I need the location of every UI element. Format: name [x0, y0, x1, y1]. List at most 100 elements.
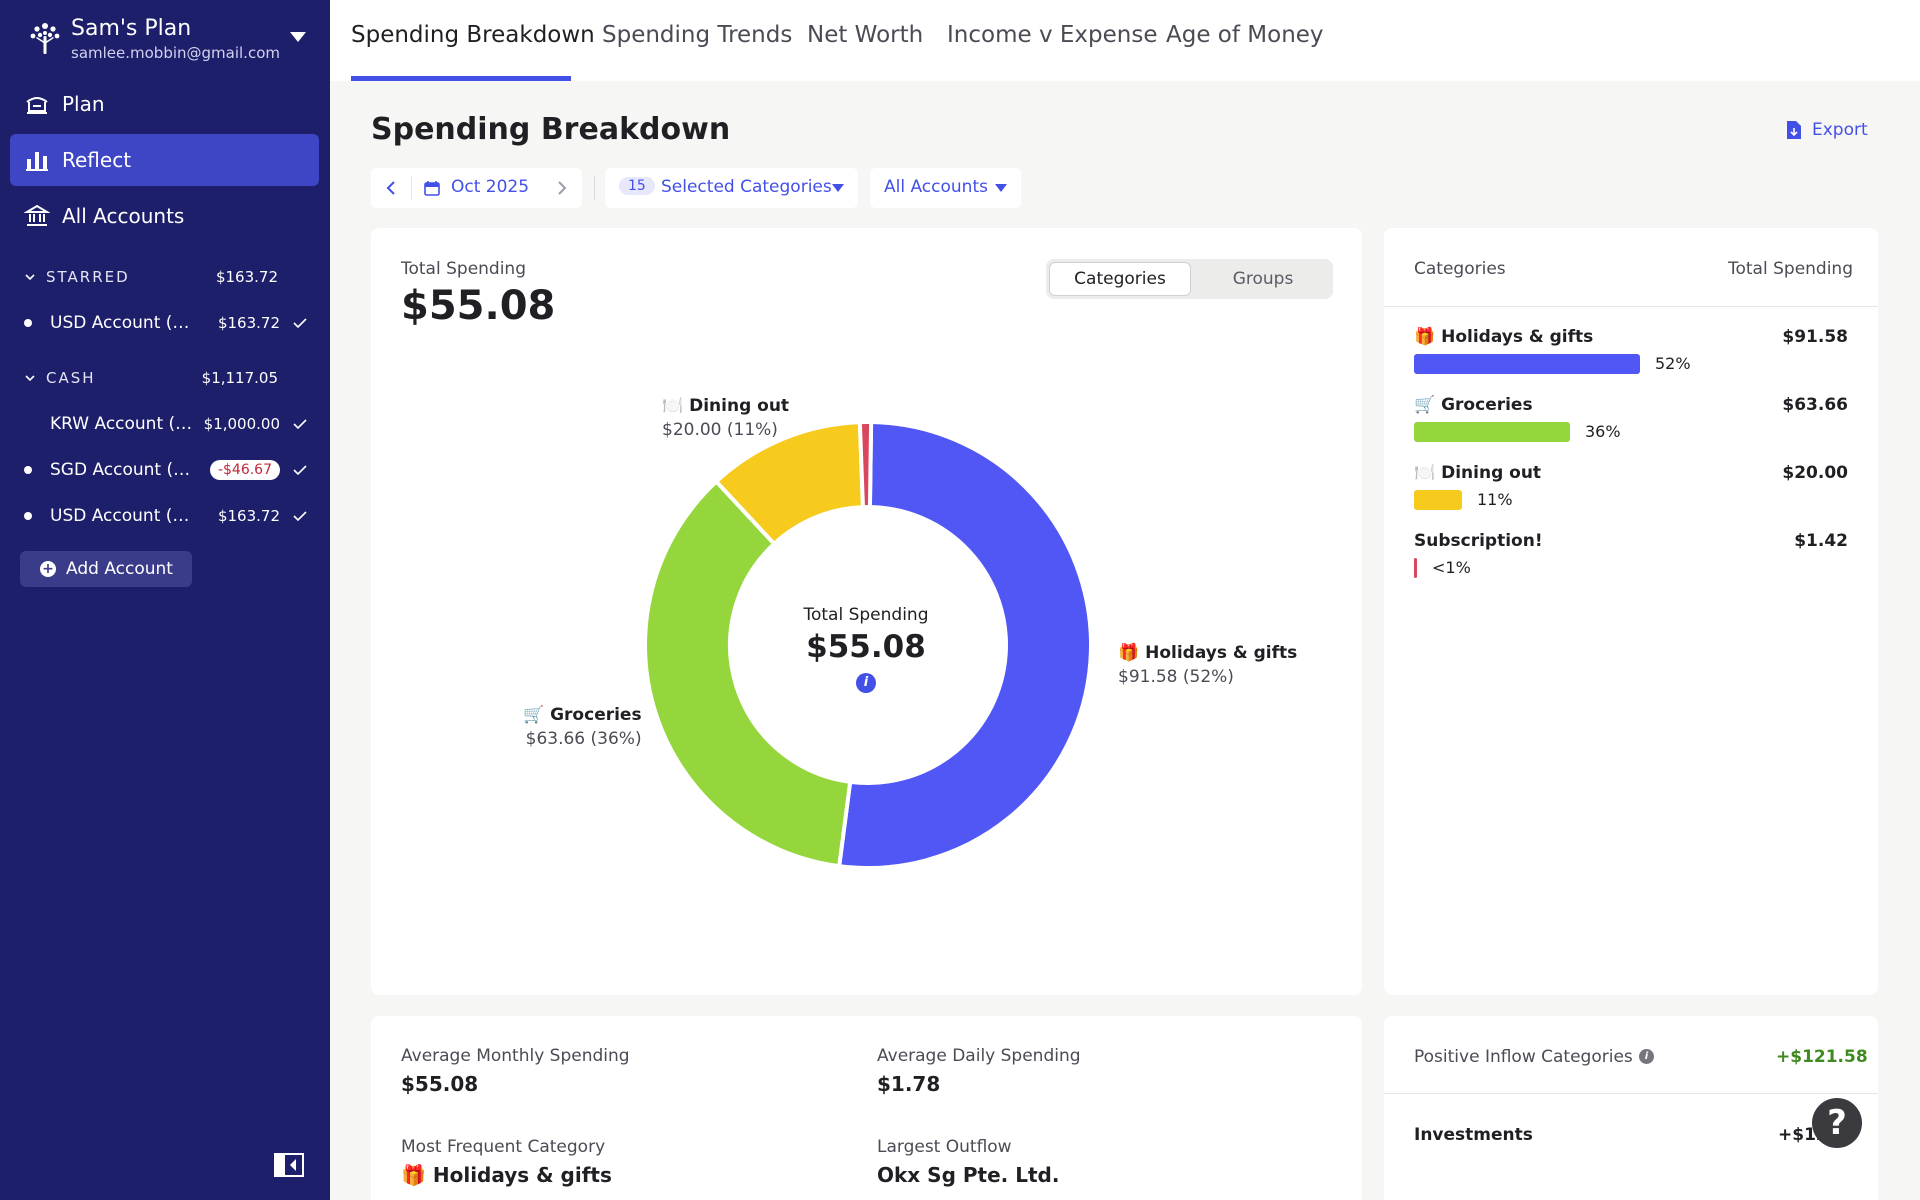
toggle-categories[interactable]: Categories: [1049, 262, 1191, 296]
group-total: $163.72: [215, 268, 278, 286]
slice-value: $91.58 (52%): [1118, 667, 1234, 687]
divider: [1384, 306, 1878, 307]
info-icon[interactable]: i: [1639, 1049, 1654, 1064]
tab-spending-trends[interactable]: Spending Trends: [602, 22, 793, 48]
donut-slice-groceries[interactable]: [643, 478, 853, 869]
slice-name: Dining out: [689, 396, 790, 416]
category-share-bar: [1414, 354, 1640, 374]
category-percent: 36%: [1585, 422, 1621, 441]
categories-filter[interactable]: 15 Selected Categories: [605, 168, 858, 208]
category-name: Dining out: [1441, 463, 1542, 483]
check-icon: [293, 465, 307, 476]
sidebar: Sam's Plan samlee.mobbin@gmail.com Plan …: [0, 0, 330, 1200]
account-name: KRW Account (K...: [50, 414, 200, 434]
slice-value: $63.66 (36%): [525, 729, 642, 749]
check-icon: [293, 511, 307, 522]
tree-logo-icon: [30, 23, 60, 54]
divider: [594, 176, 595, 200]
account-row[interactable]: KRW Account (K... $1,000.00: [24, 409, 308, 439]
report-tabs: [330, 0, 1920, 81]
breakdown-row[interactable]: 🍽️ Dining out $20.00 11%: [1414, 463, 1848, 513]
unreconciled-dot: [24, 466, 32, 474]
check-icon: [293, 318, 307, 329]
account-row[interactable]: USD Account (US... $163.72: [24, 308, 308, 338]
donut-slice-holidays-gifts[interactable]: [836, 420, 1093, 870]
account-row[interactable]: USD Account (US... $163.72: [24, 501, 308, 531]
group-cash[interactable]: CASH $1,117.05: [24, 366, 278, 390]
gift-icon: 🎁: [1414, 327, 1436, 347]
category-percent: 52%: [1655, 354, 1691, 373]
help-button[interactable]: ?: [1812, 1098, 1862, 1148]
group-label: STARRED: [46, 268, 130, 286]
category-count-badge: 15: [619, 177, 655, 195]
slice-label-dining: 🍽️ Dining out $20.00 (11%): [662, 396, 789, 440]
tab-spending-breakdown[interactable]: Spending Breakdown: [351, 22, 595, 48]
divider: [1384, 1093, 1878, 1094]
avg-monthly-value: $55.08: [401, 1072, 479, 1096]
cart-icon: 🛒: [523, 705, 545, 725]
donut-center: Total Spending $55.08 i: [766, 605, 966, 693]
caret-down-icon[interactable]: [290, 32, 306, 42]
add-account-button[interactable]: + Add Account: [20, 551, 192, 587]
accounts-filter[interactable]: All Accounts: [870, 168, 1021, 208]
avg-daily-value: $1.78: [877, 1072, 941, 1096]
category-share-bar: [1414, 558, 1417, 578]
negative-balance-badge: -$46.67: [209, 460, 280, 480]
calendar-icon: [424, 181, 440, 196]
plate-icon: 🍽️: [1414, 463, 1436, 483]
account-balance: $1,000.00: [203, 415, 280, 433]
gift-icon: 🎁: [1118, 643, 1140, 663]
category-percent: <1%: [1432, 558, 1471, 577]
breakdown-row[interactable]: 🎁 Holidays & gifts $91.58 52%: [1414, 327, 1848, 377]
account-balance: $163.72: [217, 314, 280, 332]
bar-chart-icon: [26, 152, 48, 171]
nav-plan[interactable]: Plan: [10, 78, 319, 130]
nav-all-accounts[interactable]: All Accounts: [10, 190, 319, 242]
spending-stats-card: [371, 1016, 1362, 1200]
add-account-label: Add Account: [66, 559, 173, 579]
tab-income-v-expense[interactable]: Income v Expense: [947, 22, 1158, 48]
toggle-groups[interactable]: Groups: [1232, 269, 1294, 289]
largest-outflow-label: Largest Outflow: [877, 1137, 1012, 1157]
view-toggle: Categories Groups: [1046, 259, 1333, 299]
plan-switcher[interactable]: Sam's Plan samlee.mobbin@gmail.com: [28, 16, 318, 66]
frequent-category-label: Most Frequent Category: [401, 1137, 606, 1157]
group-starred[interactable]: STARRED $163.72: [24, 265, 278, 289]
slice-name: Holidays & gifts: [1145, 643, 1298, 663]
collapse-sidebar-icon[interactable]: [274, 1153, 304, 1177]
breakdown-row[interactable]: Subscription! $1.42 <1%: [1414, 531, 1848, 581]
unreconciled-dot: [24, 512, 32, 520]
export-button[interactable]: Export: [1786, 120, 1868, 140]
nav-plan-label: Plan: [62, 92, 105, 116]
page-title: Spending Breakdown: [371, 112, 731, 147]
nav-all-accounts-label: All Accounts: [62, 204, 185, 228]
category-name: Holidays & gifts: [1441, 327, 1594, 347]
categories-filter-label: Selected Categories: [661, 177, 832, 197]
slice-label-holidays: 🎁 Holidays & gifts $91.58 (52%): [1118, 643, 1297, 687]
account-name: USD Account (US...: [50, 313, 200, 333]
month-label[interactable]: Oct 2025: [451, 177, 530, 197]
category-share-bar: [1414, 422, 1570, 442]
chevron-right-icon[interactable]: [556, 180, 568, 196]
category-amount: $63.66: [1782, 395, 1848, 415]
tab-age-of-money[interactable]: Age of Money: [1166, 22, 1324, 48]
info-icon[interactable]: i: [856, 673, 876, 693]
nav-reflect[interactable]: Reflect: [10, 134, 319, 186]
total-spending-label: Total Spending: [401, 259, 527, 279]
caret-down-icon: [995, 184, 1007, 192]
account-row[interactable]: SGD Account (S... -$46.67: [24, 455, 308, 485]
donut-slice-subscription[interactable]: [857, 420, 874, 510]
breakdown-row[interactable]: 🛒 Groceries $63.66 36%: [1414, 395, 1848, 445]
chevron-left-icon[interactable]: [385, 180, 397, 196]
file-export-icon: [1787, 121, 1801, 139]
tab-net-worth[interactable]: Net Worth: [807, 22, 924, 48]
plate-icon: 🍽️: [662, 396, 684, 416]
slice-value: $20.00 (11%): [662, 420, 778, 440]
category-name: Subscription!: [1414, 531, 1543, 551]
active-tab-indicator: [351, 76, 571, 81]
positive-inflow-total: +$121.58: [1776, 1047, 1868, 1067]
nav-reflect-label: Reflect: [62, 148, 132, 172]
breakdown-header-total: Total Spending: [1728, 259, 1854, 279]
caret-down-icon: [832, 184, 844, 192]
chevron-down-icon: [25, 375, 35, 382]
